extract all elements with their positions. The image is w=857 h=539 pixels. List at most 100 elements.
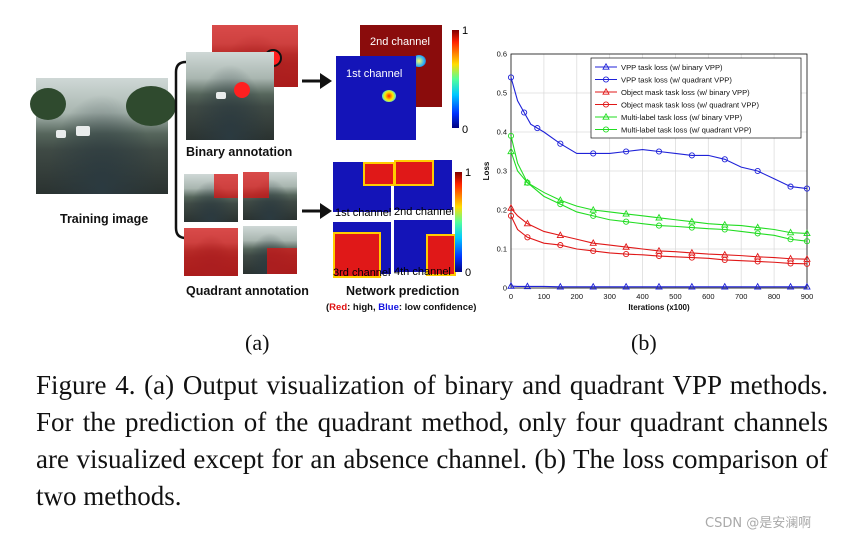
quadrant-annotation-3 (184, 228, 238, 276)
data-point (507, 203, 515, 211)
data-point (754, 230, 761, 237)
data-point (556, 282, 565, 290)
quadrant-prediction-1st-channel (333, 162, 395, 212)
data-point (589, 239, 597, 246)
data-point (803, 238, 811, 245)
bracket (174, 60, 187, 240)
colorbar-min-binary: 0 (462, 124, 469, 136)
data-point (521, 109, 528, 116)
data-point (655, 282, 663, 290)
quadrant-annotation-4 (243, 226, 297, 274)
data-point (589, 205, 597, 213)
subfigure-a-label: (a) (245, 330, 270, 355)
data-point (557, 242, 564, 249)
data-point (786, 282, 795, 290)
quadrant-prediction-4th-channel (394, 220, 456, 276)
data-point (655, 148, 663, 155)
channel-1-label-binary: 1st channel (346, 68, 403, 80)
data-point (753, 282, 762, 290)
data-point (523, 282, 532, 290)
legend-entry: VPP task loss (w/ quadrant VPP) (621, 75, 732, 84)
quadrant-annotation-label: Quadrant annotation (186, 284, 309, 298)
legend-marker (602, 112, 610, 120)
loss-chart: 0 100 200 300 400 500 600 700 800 900 0 0.1 0.2 0.3 0.… (482, 50, 814, 313)
data-point (622, 282, 630, 290)
y-tick-label: 0.2 (497, 206, 507, 215)
data-point (534, 125, 541, 132)
legend-red-word: Red (329, 302, 348, 313)
legend-entry: VPP task loss (w/ binary VPP) (621, 63, 723, 72)
data-point (754, 258, 761, 265)
arrow-right-icon (302, 203, 332, 219)
data-point (688, 217, 696, 225)
data-point (688, 224, 695, 231)
colorbar-max-binary: 1 (462, 25, 469, 37)
data-point (507, 147, 515, 155)
y-tick-label: 0.4 (497, 128, 507, 137)
data-point (721, 156, 728, 163)
data-point (507, 212, 515, 219)
legend-marker (602, 62, 610, 70)
x-tick-label: 600 (702, 292, 715, 301)
data-point (688, 254, 695, 261)
data-point (556, 231, 565, 239)
data-point (688, 282, 696, 290)
legend-entry: Object mask task loss (w/ quadrant VPP) (621, 100, 759, 109)
legend-marker (602, 76, 610, 83)
binary-prediction-1st-channel (336, 56, 416, 140)
x-tick-label: 800 (768, 292, 781, 301)
legend-entry: Multi-label task loss (w/ binary VPP) (621, 113, 743, 122)
data-point (556, 196, 565, 203)
channel-2-label-binary: 2nd channel (370, 36, 430, 48)
legend-entry: Object mask task loss (w/ binary VPP) (621, 88, 750, 97)
data-point (524, 179, 531, 186)
quadrant-prediction-2nd-channel (394, 160, 452, 210)
legend-marker (602, 87, 610, 95)
data-point (557, 201, 564, 208)
series-line (510, 77, 808, 190)
data-point (507, 281, 515, 289)
y-tick-label: 0.3 (497, 167, 507, 176)
data-point (721, 226, 728, 233)
network-prediction-label: Network prediction (346, 284, 460, 298)
data-point (754, 167, 761, 175)
data-point (524, 234, 531, 241)
data-point (803, 229, 811, 237)
data-point (721, 282, 729, 290)
x-tick-label: 700 (735, 292, 748, 301)
data-point (787, 183, 794, 190)
legend-marker (602, 101, 610, 108)
data-point (622, 209, 630, 217)
binary-annotation-label: Binary annotation (186, 145, 293, 159)
data-point (507, 132, 515, 139)
data-point (803, 185, 811, 192)
data-point (623, 218, 630, 225)
confidence-legend: (Red: high, Blue: low confidence) (326, 302, 477, 313)
binary-annotation-image-front (186, 52, 274, 140)
channel-2-label-quadrant: 2nd channel (394, 206, 454, 218)
quadrant-annotation-2 (243, 172, 297, 220)
series-line (510, 285, 807, 288)
data-point (721, 256, 728, 263)
data-point (803, 260, 811, 267)
x-tick-label: 0 (509, 292, 513, 301)
data-point (655, 222, 663, 229)
legend-blue-word: Blue (378, 302, 399, 313)
data-point (589, 282, 597, 290)
quadrant-prediction-3rd-channel (333, 222, 391, 278)
plot-frame (510, 53, 808, 289)
data-point (787, 260, 794, 267)
data-point (557, 140, 564, 147)
colorbar-quadrant (455, 172, 462, 272)
x-tick-label: 100 (538, 292, 551, 301)
data-point (655, 252, 663, 260)
data-point (787, 236, 794, 243)
data-point (655, 213, 663, 221)
quadrant-annotation-1 (184, 174, 238, 222)
x-tick-label: 400 (636, 292, 649, 301)
series-line (510, 207, 808, 260)
x-tick-label: 900 (801, 292, 814, 301)
x-axis-label: Iterations (x100) (628, 303, 690, 312)
data-point (688, 152, 695, 159)
y-tick-label: 0.5 (497, 89, 507, 98)
